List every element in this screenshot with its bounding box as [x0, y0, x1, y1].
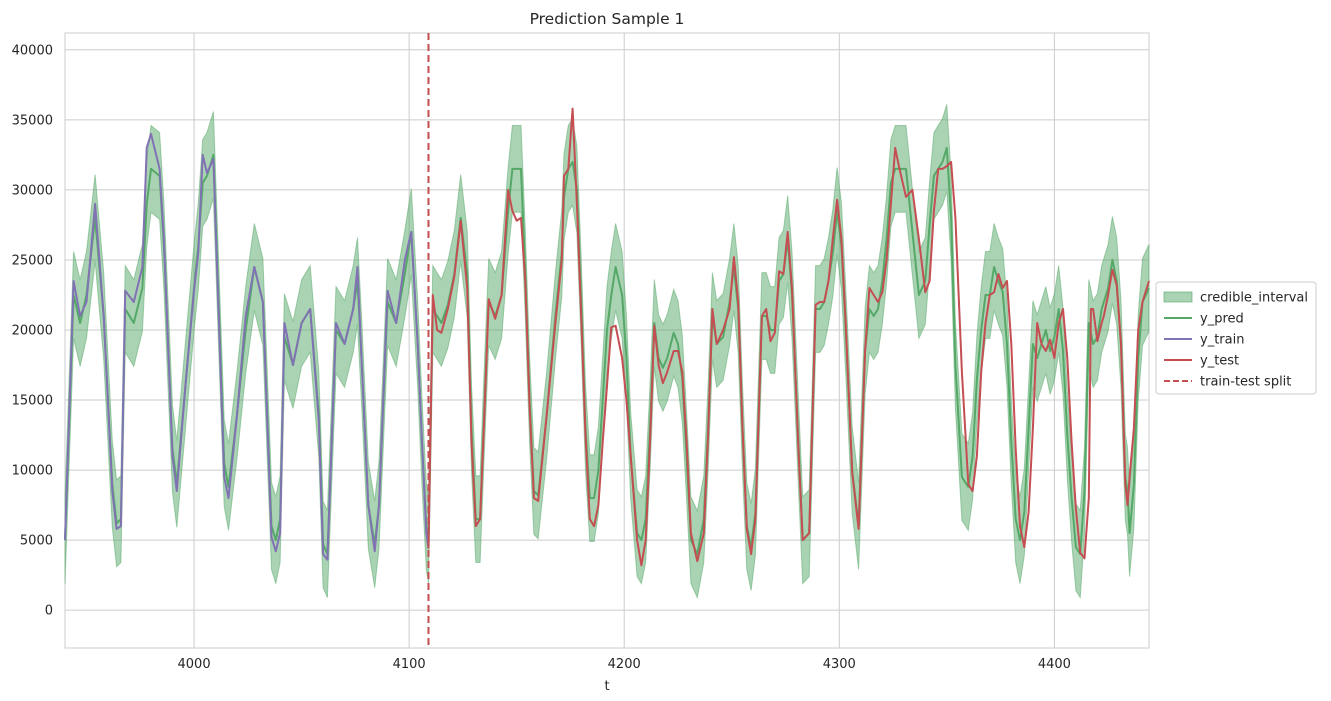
- credible-interval-area: [64, 104, 1150, 600]
- legend-item-train-test-split[interactable]: train-test split: [1164, 375, 1291, 390]
- chart-title: Prediction Sample 1: [530, 10, 685, 28]
- y-tick-labels: 0 5000 10000 15000 20000 25000 30000 35000 40000: [12, 43, 53, 618]
- y-test-line: [427, 107, 1150, 567]
- legend-label: train-test split: [1200, 375, 1291, 390]
- legend-item-y-pred[interactable]: y_pred: [1164, 312, 1244, 327]
- legend-label: y_pred: [1200, 312, 1244, 327]
- legend-label: y_test: [1200, 354, 1239, 369]
- legend-box: [1155, 281, 1317, 395]
- y-tick-label: 25000: [12, 253, 53, 268]
- legend-label: credible_interval: [1200, 291, 1308, 306]
- y-tick-label: 30000: [12, 183, 53, 198]
- x-tick-labels: 4000 4100 4200 4300 4400: [178, 657, 1071, 672]
- plot-frame: [64, 32, 1150, 649]
- x-tick-label: 4300: [823, 657, 856, 672]
- legend-item-y-test[interactable]: y_test: [1164, 354, 1239, 369]
- y-tick-label: 40000: [12, 43, 53, 58]
- grid-lines: [64, 32, 1150, 649]
- y-tick-label: 10000: [12, 464, 53, 479]
- legend-swatch: [1163, 291, 1193, 303]
- y-tick-label: 35000: [12, 113, 53, 128]
- legend[interactable]: credible_interval y_pred y_train y_testtrai…: [1155, 281, 1317, 395]
- legend-label: y_train: [1200, 333, 1244, 348]
- y-tick-label: 0: [45, 604, 53, 619]
- credible-interval-band: [64, 104, 1150, 600]
- x-tick-label: 4400: [1038, 657, 1071, 672]
- legend-item-credible-interval[interactable]: credible_interval: [1163, 291, 1308, 306]
- legend-item-y-train[interactable]: y_train: [1164, 333, 1244, 348]
- x-tick-label: 4200: [608, 657, 641, 672]
- x-tick-label: 4000: [178, 657, 211, 672]
- y-tick-label: 20000: [12, 323, 53, 338]
- y-train-line: [64, 132, 430, 561]
- x-axis-label: t: [604, 679, 609, 694]
- series-lines: [64, 107, 1150, 567]
- y-tick-label: 5000: [20, 534, 53, 549]
- y-tick-label: 15000: [12, 394, 53, 409]
- x-tick-label: 4100: [393, 657, 426, 672]
